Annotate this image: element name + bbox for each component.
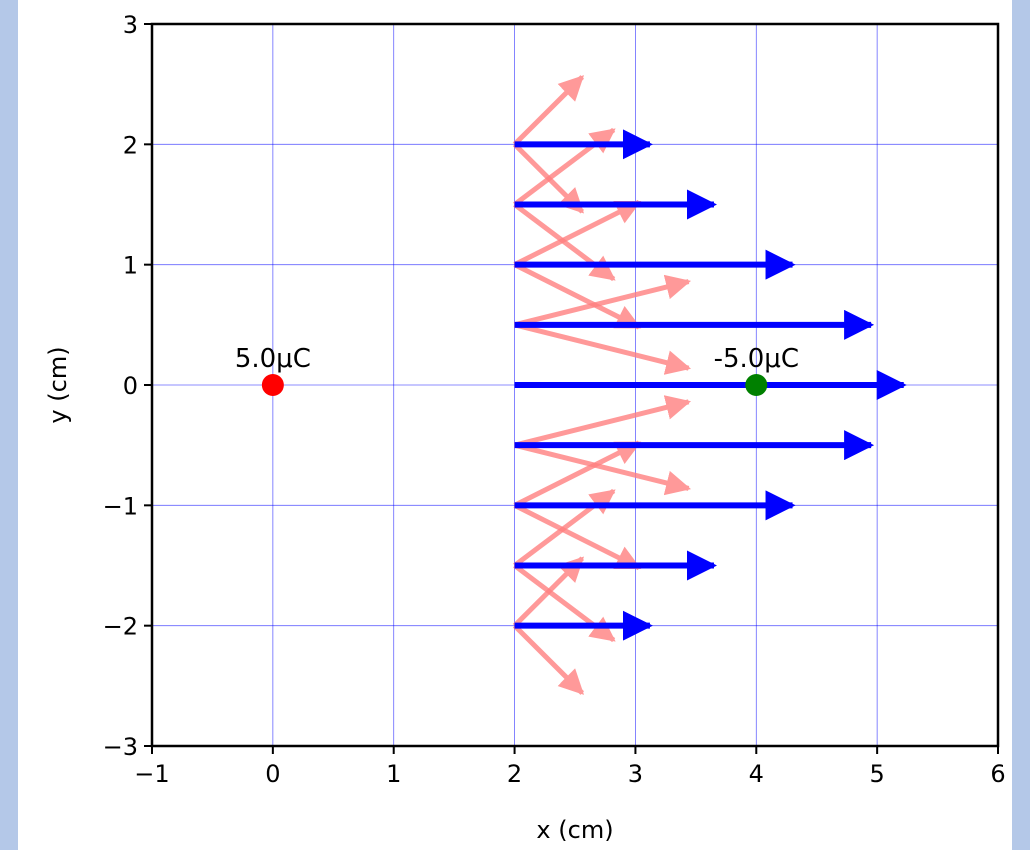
component-field-arrow-15 <box>512 623 585 695</box>
component-field-arrow-12 <box>513 488 616 568</box>
y-axis-label: y (cm) <box>44 346 72 423</box>
x-tick-label-6: 5 <box>870 760 885 788</box>
charge-marker-0 <box>261 374 284 396</box>
charge-label-0: 5.0μC <box>235 344 311 374</box>
x-tick-label-0: −1 <box>134 760 169 788</box>
x-tick-label-1: 0 <box>265 760 280 788</box>
y-tick-label-5: 2 <box>123 131 138 159</box>
component-field-arrow-7 <box>513 322 692 375</box>
x-tick-label-2: 1 <box>386 760 401 788</box>
component-field-arrow-11 <box>513 503 642 571</box>
axis-ticks: −1 0 1 2 3 4 5 6 −3 −2 −1 0 1 2 3 <box>103 11 1006 788</box>
component-field-arrow-8 <box>513 395 692 448</box>
y-tick-label-0: −3 <box>103 733 138 761</box>
figure: 5.0μC -5.0μC −1 0 1 2 3 4 5 6 −3 −2 −1 0 1 2 3 x (cm) y… <box>18 0 1012 850</box>
charge-marker-1 <box>745 374 768 396</box>
component-field-arrow-0 <box>512 75 585 147</box>
component-field-arrow-9 <box>513 442 692 496</box>
net-field-arrows <box>514 129 907 641</box>
y-tick-label-1: −2 <box>103 613 138 641</box>
x-tick-label-3: 2 <box>507 760 522 788</box>
charges: 5.0μC -5.0μC <box>235 344 799 396</box>
x-tick-label-5: 4 <box>749 760 764 788</box>
y-tick-label-4: 1 <box>123 252 138 280</box>
y-tick-label-3: 0 <box>123 372 138 400</box>
charge-label-1: -5.0μC <box>714 344 799 374</box>
component-field-arrow-4 <box>513 199 642 267</box>
x-tick-label-7: 6 <box>990 760 1005 788</box>
component-field-arrow-10 <box>513 440 642 508</box>
y-tick-label-2: −1 <box>103 492 138 520</box>
x-axis-label: x (cm) <box>536 816 613 844</box>
field-chart: 5.0μC -5.0μC −1 0 1 2 3 4 5 6 −3 −2 −1 0 1 2 3 x (cm) y… <box>44 11 1006 844</box>
x-tick-label-4: 3 <box>628 760 643 788</box>
component-field-arrow-6 <box>513 274 692 328</box>
component-field-arrow-5 <box>513 262 642 330</box>
component-field-arrow-14 <box>512 556 585 628</box>
y-tick-label-6: 3 <box>123 11 138 39</box>
